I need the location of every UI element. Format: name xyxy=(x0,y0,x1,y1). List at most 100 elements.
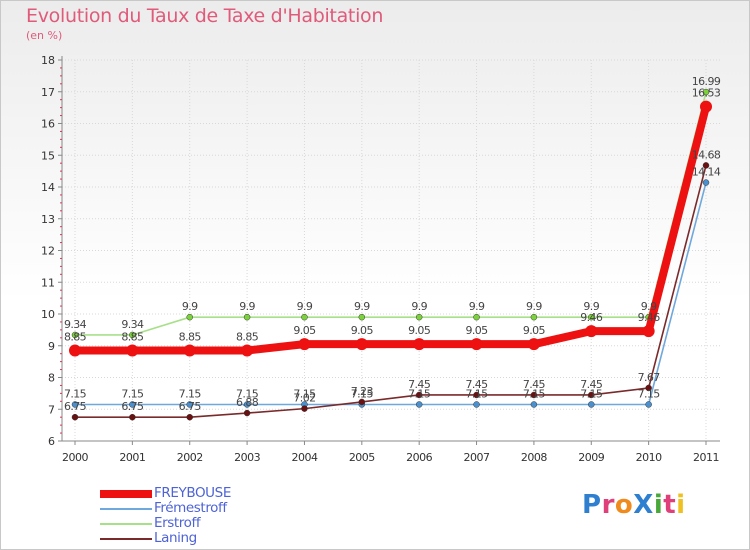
data-point-laning xyxy=(702,162,710,169)
data-label-laning: 14.68 xyxy=(692,148,721,161)
data-label-freybouse: 9.46 xyxy=(638,311,661,324)
logo-letter: X xyxy=(633,490,654,520)
data-point-laning xyxy=(530,391,538,399)
data-point-erstroff xyxy=(473,313,480,321)
data-point-freybouse xyxy=(470,338,483,351)
legend-item-freybouse: FREYBOUSE xyxy=(100,485,360,502)
data-point-erstroff xyxy=(243,313,251,321)
x-tick-label: 2006 xyxy=(406,451,432,464)
data-point-freybouse xyxy=(126,344,139,357)
x-tick-label: 2003 xyxy=(234,451,260,464)
data-point-laning xyxy=(473,391,480,399)
data-label-frmestroff: 7.15 xyxy=(351,387,374,400)
data-point-erstroff xyxy=(71,331,79,339)
data-label-laning: 7.67 xyxy=(638,371,661,384)
data-label-freybouse: 16.53 xyxy=(692,87,721,100)
data-label-erstroff: 9.9 xyxy=(182,300,198,313)
logo-letter: i xyxy=(653,490,664,520)
x-tick-label: 2010 xyxy=(636,451,662,464)
series-line-erstroff xyxy=(75,91,707,336)
y-tick-label: 18 xyxy=(41,54,55,67)
x-tick-label: 2004 xyxy=(291,451,317,464)
data-point-laning xyxy=(71,413,79,421)
series-line-laning xyxy=(75,165,707,418)
legend-label: Erstroff xyxy=(154,515,201,531)
data-point-frmestroff xyxy=(243,401,251,408)
data-point-frmestroff xyxy=(645,401,652,408)
y-tick-label: 16 xyxy=(41,118,55,131)
x-tick-label: 2009 xyxy=(578,451,604,464)
data-point-erstroff xyxy=(358,313,366,321)
logo-letter: r xyxy=(601,490,615,520)
data-point-laning xyxy=(588,391,595,399)
data-point-freybouse xyxy=(183,344,196,357)
data-label-erstroff: 9.9 xyxy=(297,300,313,313)
data-label-freybouse: 8.85 xyxy=(121,331,144,344)
x-tick-label: 2011 xyxy=(693,451,719,464)
data-point-erstroff xyxy=(702,88,710,96)
data-label-laning: 6.75 xyxy=(179,400,202,413)
y-tick-label: 13 xyxy=(41,213,55,226)
data-point-erstroff xyxy=(530,313,538,321)
data-point-frmestroff xyxy=(530,401,538,408)
x-tick-label: 2000 xyxy=(62,451,88,464)
data-label-freybouse: 8.85 xyxy=(64,331,87,344)
data-label-laning: 7.45 xyxy=(465,378,488,391)
y-tick-label: 9 xyxy=(48,340,55,353)
data-label-erstroff: 9.9 xyxy=(354,300,370,313)
legend-label: Frémestroff xyxy=(154,500,227,516)
legend-label: Laning xyxy=(154,530,197,546)
data-label-erstroff: 9.9 xyxy=(583,300,599,313)
data-label-frmestroff: 14.14 xyxy=(692,166,721,179)
data-point-frmestroff xyxy=(186,401,193,408)
data-label-frmestroff: 7.15 xyxy=(638,387,661,400)
data-point-erstroff xyxy=(588,313,595,321)
x-tick-label: 2007 xyxy=(464,451,490,464)
proxiti-logo: ProXiti xyxy=(582,490,686,520)
chart-title: Evolution du Taux de Taxe d'Habitation xyxy=(26,5,384,27)
data-label-erstroff: 9.9 xyxy=(641,300,657,313)
data-label-frmestroff: 7.15 xyxy=(293,387,316,400)
legend-swatch xyxy=(100,523,152,525)
logo-letter: t xyxy=(663,490,677,520)
x-tick-label: 2008 xyxy=(521,451,547,464)
data-point-frmestroff xyxy=(588,401,595,408)
data-label-laning: 7.45 xyxy=(580,378,603,391)
data-point-freybouse xyxy=(642,325,655,338)
data-point-erstroff xyxy=(415,313,423,321)
data-label-freybouse: 9.05 xyxy=(351,324,374,337)
data-point-erstroff xyxy=(301,313,308,321)
data-label-frmestroff: 7.15 xyxy=(465,387,488,400)
x-tick-label: 2001 xyxy=(119,451,145,464)
data-point-laning xyxy=(645,384,652,392)
data-label-erstroff: 9.34 xyxy=(121,318,144,331)
data-label-laning: 7.45 xyxy=(408,378,431,391)
data-label-freybouse: 9.05 xyxy=(293,324,316,337)
y-tick-label: 14 xyxy=(41,181,55,194)
data-point-frmestroff xyxy=(71,401,79,408)
data-point-freybouse xyxy=(700,100,712,113)
data-label-frmestroff: 7.15 xyxy=(64,387,87,400)
data-label-erstroff: 9.9 xyxy=(526,300,542,313)
y-tick-label: 11 xyxy=(41,276,55,289)
series-line-freybouse xyxy=(75,105,710,355)
x-tick-label: 2002 xyxy=(177,451,203,464)
legend-swatch xyxy=(100,508,152,510)
data-point-erstroff xyxy=(186,313,193,321)
y-tick-label: 17 xyxy=(41,86,55,99)
data-label-erstroff: 9.34 xyxy=(64,318,87,331)
data-label-freybouse: 8.85 xyxy=(236,331,259,344)
data-label-laning: 7.02 xyxy=(293,392,315,405)
data-point-erstroff xyxy=(129,331,136,339)
y-tick-label: 15 xyxy=(41,149,55,162)
data-label-frmestroff: 7.15 xyxy=(580,387,603,400)
legend-swatch xyxy=(100,490,152,498)
logo-letter: i xyxy=(676,490,686,520)
data-point-frmestroff xyxy=(473,401,480,408)
data-point-laning xyxy=(415,391,423,399)
legend-item-laning: Laning xyxy=(100,530,360,547)
data-label-erstroff: 9.9 xyxy=(239,300,255,313)
logo-letter: o xyxy=(614,490,634,520)
x-tick-label: 2005 xyxy=(349,451,375,464)
